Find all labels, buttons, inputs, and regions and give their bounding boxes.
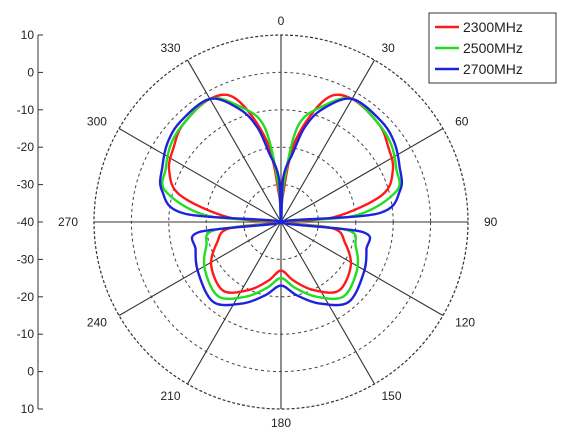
angle-tick-label: 120 <box>455 316 475 330</box>
angle-tick-label: 90 <box>484 215 498 229</box>
angle-tick-label: 210 <box>160 389 180 403</box>
angle-tick-label: 330 <box>160 41 180 55</box>
series-line-2700MHz <box>158 97 404 307</box>
angle-tick-label: 150 <box>382 389 402 403</box>
legend-label: 2500MHz <box>463 40 523 56</box>
radial-tick-label: -20 <box>17 290 35 304</box>
angle-tick-label: 30 <box>382 41 396 55</box>
angle-tick-label: 0 <box>278 14 285 28</box>
radial-tick-label: -40 <box>17 215 35 229</box>
angle-tick-label: 60 <box>455 115 469 129</box>
angle-tick-label: 300 <box>87 115 107 129</box>
radial-axis: 10 0 -10 -20 -30 -40 -30 -20 -10 0 10 <box>17 28 43 416</box>
radial-tick-label: -20 <box>17 140 35 154</box>
series-line-2300MHz <box>167 93 395 294</box>
angle-tick-label: 180 <box>271 416 291 430</box>
angle-tick-labels: 0 30 60 90 120 150 180 210 240 270 300 330 <box>58 14 498 430</box>
radial-tick-label: -30 <box>17 178 35 192</box>
legend-label: 2700MHz <box>463 61 523 77</box>
radial-tick-label: -10 <box>17 327 35 341</box>
angle-tick-label: 270 <box>58 215 78 229</box>
legend: 2300MHz 2500MHz 2700MHz <box>428 12 557 84</box>
radial-tick-label: -10 <box>17 103 35 117</box>
series-line-2500MHz <box>161 96 401 301</box>
radial-tick-label: -30 <box>17 252 35 266</box>
legend-label: 2300MHz <box>463 19 523 35</box>
angle-tick-label: 240 <box>87 316 107 330</box>
radial-tick-label: 0 <box>27 365 34 379</box>
radial-tick-label: 10 <box>21 402 35 416</box>
radial-tick-label: 10 <box>21 28 35 42</box>
radial-tick-label: 0 <box>27 65 34 79</box>
series-curves <box>158 93 404 307</box>
